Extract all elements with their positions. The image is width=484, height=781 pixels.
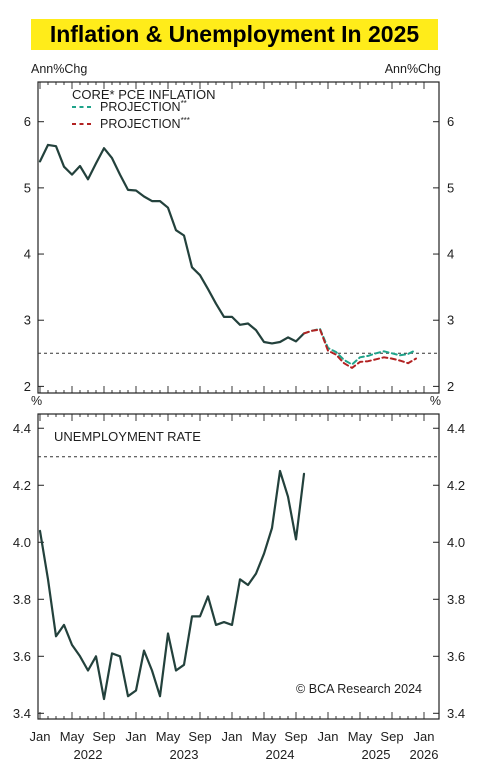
y-tick-label-right: 3.4: [447, 706, 465, 721]
y-tick-label-left: 3.6: [13, 649, 31, 664]
y-tick-label-left: 4.0: [13, 535, 31, 550]
y-axis-label-right: Ann%Chg: [385, 62, 441, 76]
y-tick-label-right: 4: [447, 247, 454, 262]
x-tick-label-month: Jan: [126, 729, 147, 744]
y-tick-label-right: 3: [447, 313, 454, 328]
plot-frame: [37, 81, 440, 394]
series-line-unemployment-rate: [38, 469, 306, 701]
page-title: Inflation & Unemployment In 2025: [49, 21, 420, 47]
x-tick-label-month: Jan: [222, 729, 243, 744]
y-axis-label-left: Ann%Chg: [31, 62, 87, 76]
y-tick-label-left: 4.2: [13, 478, 31, 493]
series-line-projection: [303, 327, 417, 366]
panel-title: UNEMPLOYMENT RATE: [54, 429, 201, 444]
y-tick-label-right: 3.6: [447, 649, 465, 664]
x-tick-label-month: Sep: [188, 729, 211, 744]
y-tick-label-left: 3.4: [13, 706, 31, 721]
watermark-text: © BCA Research 2024: [296, 682, 422, 696]
x-year-label: 2026: [410, 747, 439, 762]
x-tick-label-month: May: [348, 729, 373, 744]
y-tick-label-right: 6: [447, 114, 454, 129]
legend-label: PROJECTION**: [100, 99, 187, 114]
x-tick-label-month: May: [60, 729, 85, 744]
x-tick-label-month: May: [156, 729, 181, 744]
y-tick-label-right: 5: [447, 180, 454, 195]
y-tick-label-left: 3: [24, 313, 31, 328]
x-tick-label-month: Jan: [414, 729, 435, 744]
x-tick-label-month: Jan: [318, 729, 339, 744]
y-axis-label-right: %: [430, 394, 441, 408]
x-year-label: 2023: [170, 747, 199, 762]
y-tick-label-left: 6: [24, 114, 31, 129]
x-year-label: 2022: [74, 747, 103, 762]
y-tick-label-right: 2: [447, 379, 454, 394]
series-line-core-pce-inflation: [38, 143, 306, 345]
y-tick-label-right: 4.0: [447, 535, 465, 550]
y-axis-label-left: %: [31, 394, 42, 408]
y-tick-label-right: 3.8: [447, 592, 465, 607]
x-tick-label-month: May: [252, 729, 277, 744]
y-tick-label-left: 3.8: [13, 592, 31, 607]
y-tick-label-left: 5: [24, 180, 31, 195]
plot-frame: [37, 413, 440, 720]
y-tick-label-left: 4.4: [13, 421, 31, 436]
x-tick-label-month: Sep: [92, 729, 115, 744]
y-tick-label-right: 4.4: [447, 421, 465, 436]
x-tick-label-month: Sep: [284, 729, 307, 744]
y-tick-label-left: 4: [24, 247, 31, 262]
y-tick-label-right: 4.2: [447, 478, 465, 493]
title-banner: Inflation & Unemployment In 2025: [31, 19, 438, 50]
x-tick-label-month: Sep: [380, 729, 403, 744]
y-tick-label-left: 2: [24, 379, 31, 394]
x-year-label: 2024: [266, 747, 295, 762]
panel-title: CORE* PCE INFLATION: [72, 87, 216, 102]
legend-label: PROJECTION***: [100, 116, 190, 131]
series-line-projection: [303, 328, 417, 369]
x-tick-label-month: Jan: [30, 729, 51, 744]
x-year-label: 2025: [362, 747, 391, 762]
